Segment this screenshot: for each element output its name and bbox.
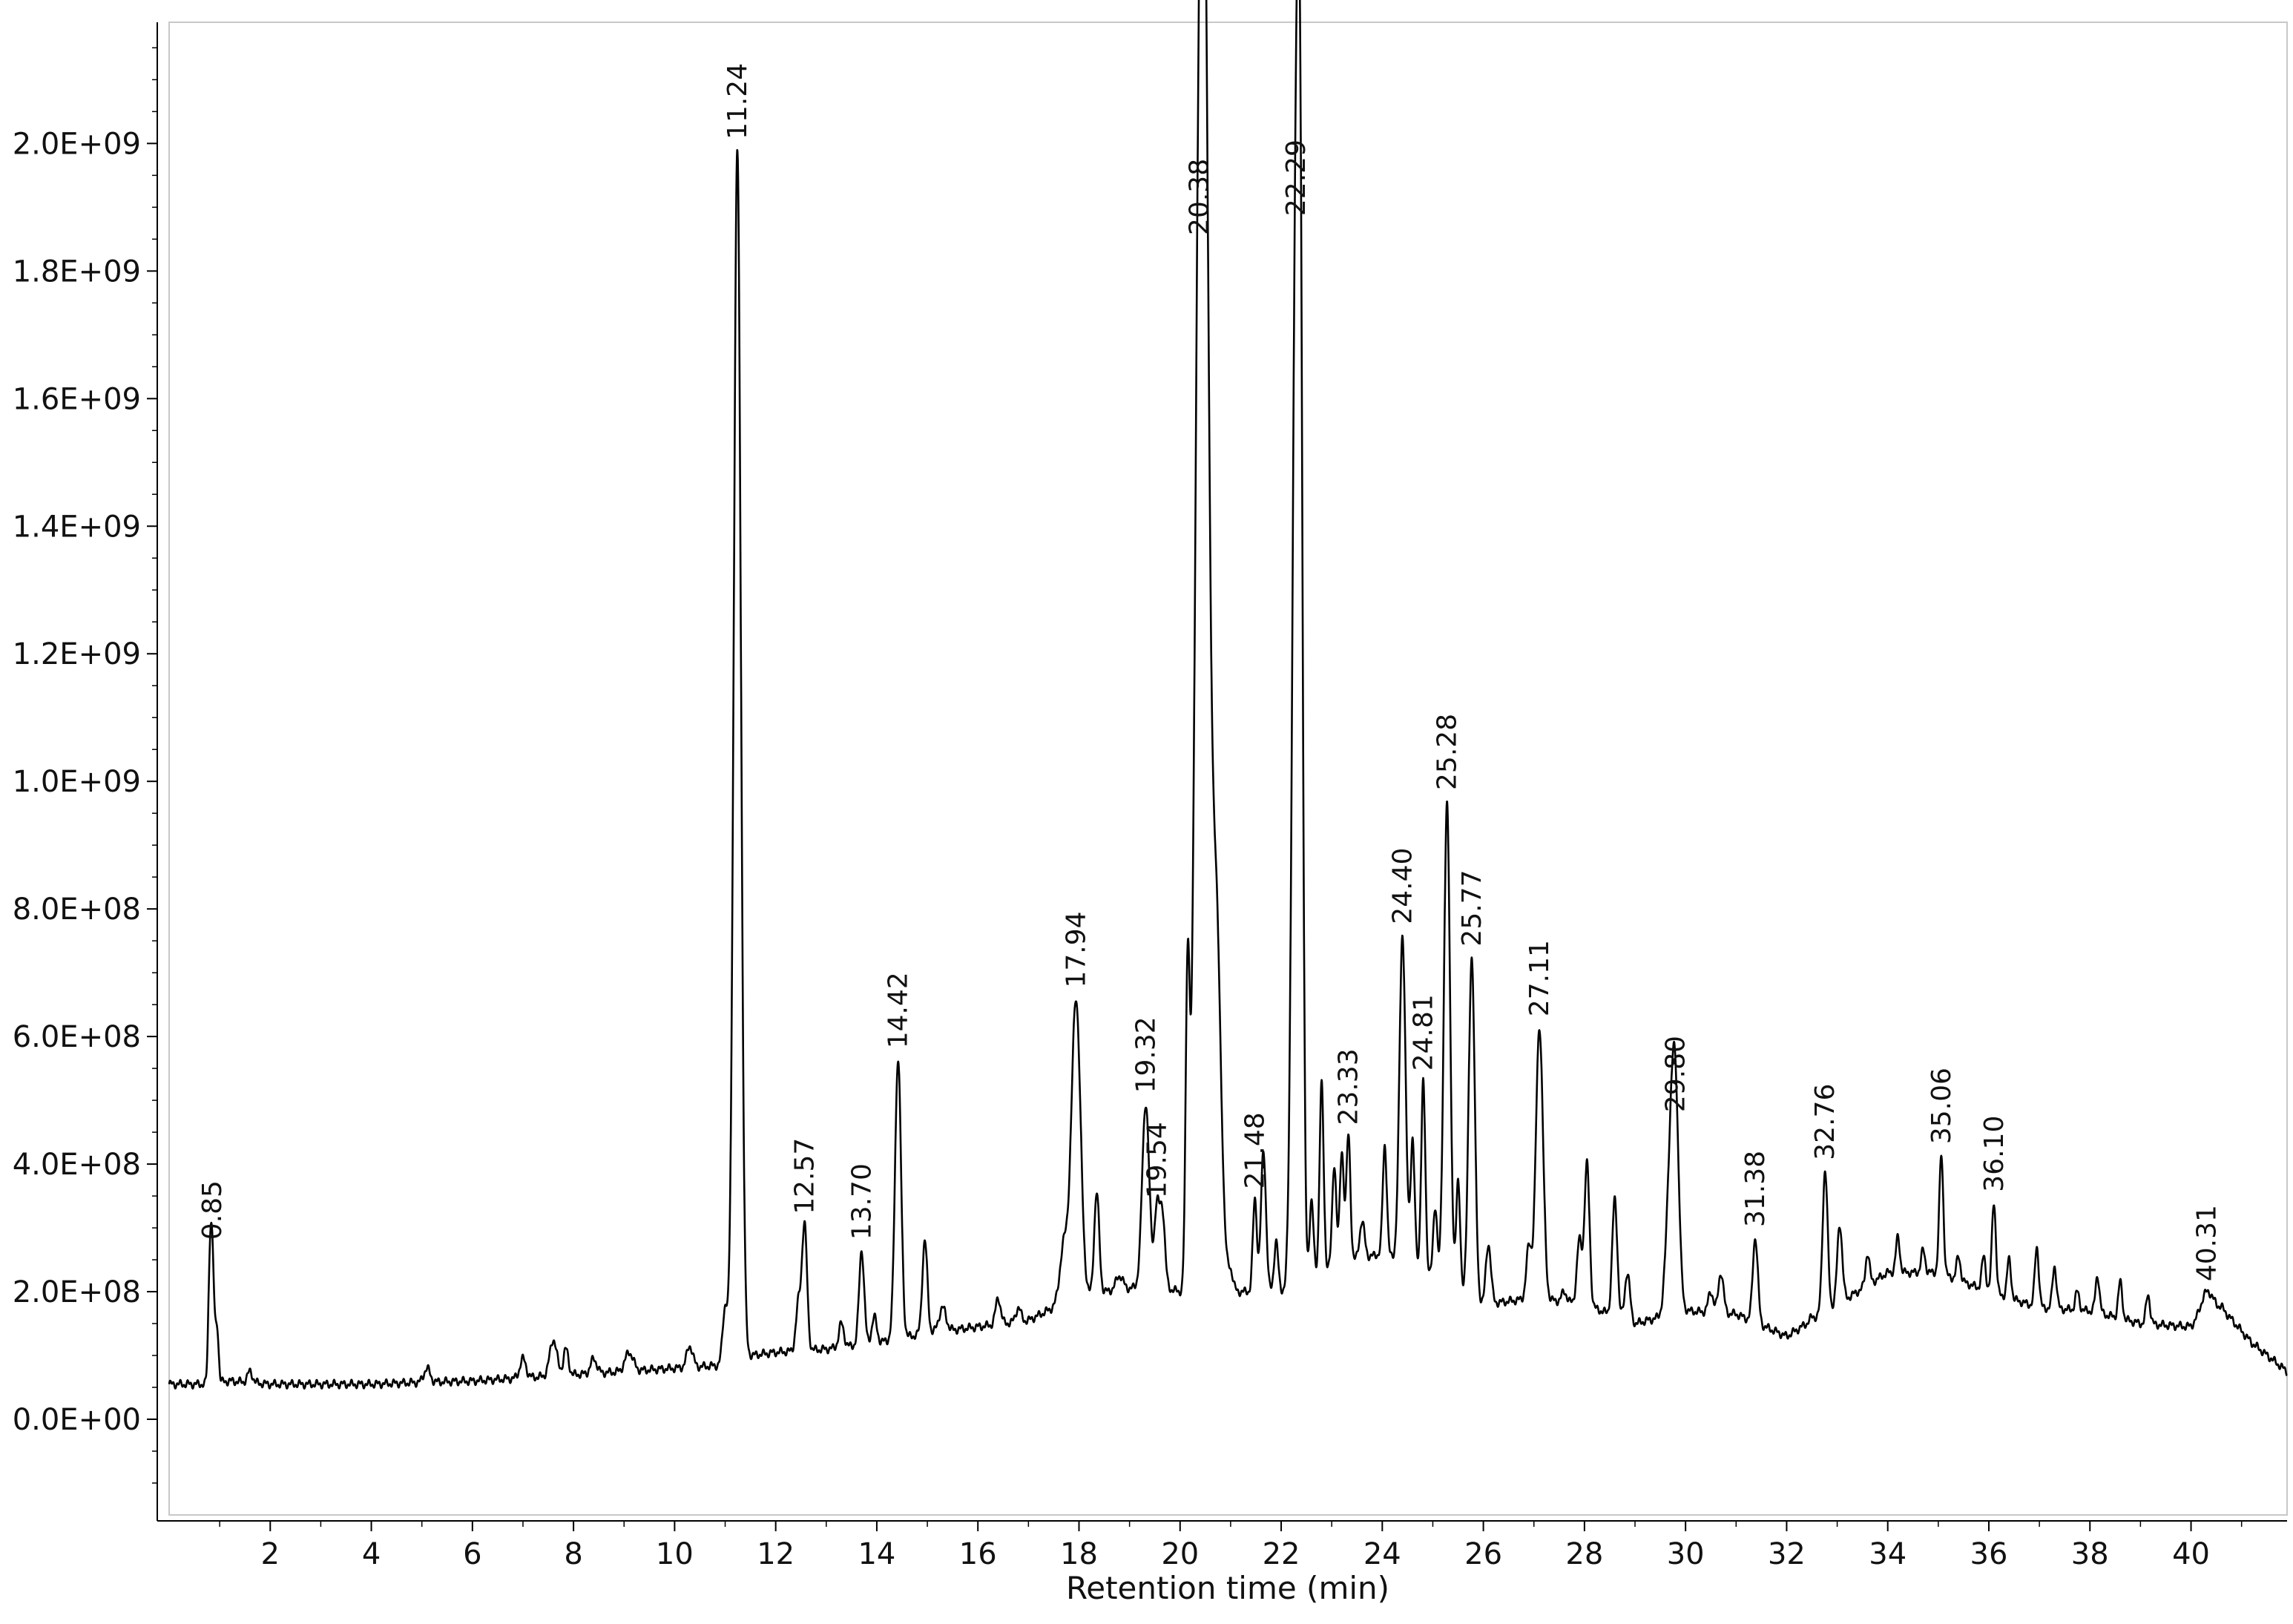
- chromatogram-trace: [168, 0, 2288, 1390]
- peak-label: 11.24: [723, 63, 753, 139]
- peak-label: 25.77: [1457, 870, 1487, 947]
- x-tick-label: 18: [1060, 1537, 1098, 1571]
- x-tick-label: 6: [463, 1537, 481, 1571]
- y-tick-label: 6.0E+08: [13, 1020, 141, 1054]
- x-tick-label: 4: [362, 1537, 381, 1571]
- x-tick-label: 40: [2172, 1537, 2210, 1571]
- y-tick-label: 2.0E+08: [13, 1275, 141, 1309]
- x-tick-label: 20: [1161, 1537, 1199, 1571]
- x-tick-label: 36: [1970, 1537, 2008, 1571]
- y-tick-label: 1.2E+09: [13, 637, 141, 671]
- y-tick-label: 8.0E+08: [13, 892, 141, 927]
- x-tick-label: 2: [261, 1537, 280, 1571]
- peak-label: 23.33: [1334, 1048, 1364, 1125]
- peak-labels: 0.85 11.24 12.57 13.70 14.42 17.94 19.32 19.54 2…: [197, 63, 2223, 1281]
- x-tick-label: 34: [1869, 1537, 1907, 1571]
- peak-label: 32.76: [1810, 1084, 1840, 1160]
- peak-label: 29.80: [1661, 1036, 1691, 1112]
- peak-label: 19.54: [1142, 1122, 1172, 1198]
- peak-label: 25.28: [1432, 714, 1462, 790]
- x-tick-label: 32: [1768, 1537, 1806, 1571]
- x-tick-label: 12: [757, 1537, 795, 1571]
- y-axis: 0.0E+00 2.0E+08 4.0E+08 6.0E+08 8.0E+08 1.0E+…: [13, 22, 158, 1521]
- y-tick-label: 1.4E+09: [13, 510, 141, 544]
- peak-label: 24.40: [1388, 848, 1418, 924]
- peak-label: 36.10: [1979, 1116, 2010, 1192]
- x-tick-label: 26: [1464, 1537, 1502, 1571]
- y-tick-label: 4.0E+08: [13, 1148, 141, 1182]
- x-axis-title: Retention time (min): [1066, 1570, 1389, 1606]
- x-tick-label: 8: [564, 1537, 582, 1571]
- peak-label: 31.38: [1740, 1151, 1771, 1227]
- peak-label: 40.31: [2192, 1205, 2223, 1281]
- peak-label: 14.42: [884, 972, 914, 1048]
- peak-label: 22.29: [1281, 139, 1312, 216]
- peak-label: 35.06: [1927, 1068, 1957, 1144]
- x-tick-label: 14: [858, 1537, 895, 1571]
- x-tick-label: 38: [2071, 1537, 2109, 1571]
- peak-label: 20.38: [1185, 159, 1215, 235]
- y-tick-label: 1.0E+09: [13, 765, 141, 799]
- peak-label: 24.81: [1409, 994, 1439, 1071]
- y-tick-label: 1.8E+09: [13, 254, 141, 289]
- x-tick-label: 16: [959, 1537, 997, 1571]
- x-tick-label: 30: [1667, 1537, 1705, 1571]
- plot-frame: [168, 22, 2288, 1516]
- peak-label: 13.70: [846, 1163, 877, 1240]
- y-tick-label: 0.0E+00: [13, 1403, 141, 1437]
- peak-label: 19.32: [1131, 1016, 1161, 1093]
- peak-label: 27.11: [1524, 940, 1555, 1016]
- y-tick-label: 1.6E+09: [13, 382, 141, 416]
- peak-label: 12.57: [789, 1138, 820, 1214]
- peak-label: 0.85: [197, 1180, 228, 1240]
- x-tick-label: 24: [1363, 1537, 1401, 1571]
- y-tick-label: 2.0E+09: [13, 127, 141, 161]
- x-tick-label: 10: [656, 1537, 694, 1571]
- x-tick-label: 28: [1565, 1537, 1603, 1571]
- peak-label: 17.94: [1061, 911, 1091, 987]
- x-tick-label: 22: [1263, 1537, 1300, 1571]
- peak-label: 21.48: [1240, 1112, 1271, 1189]
- x-axis: 2 4 6 8 10 12 14 16 18 20 22 24 26 28 30 32 34 36 38 40: [157, 1520, 2287, 1571]
